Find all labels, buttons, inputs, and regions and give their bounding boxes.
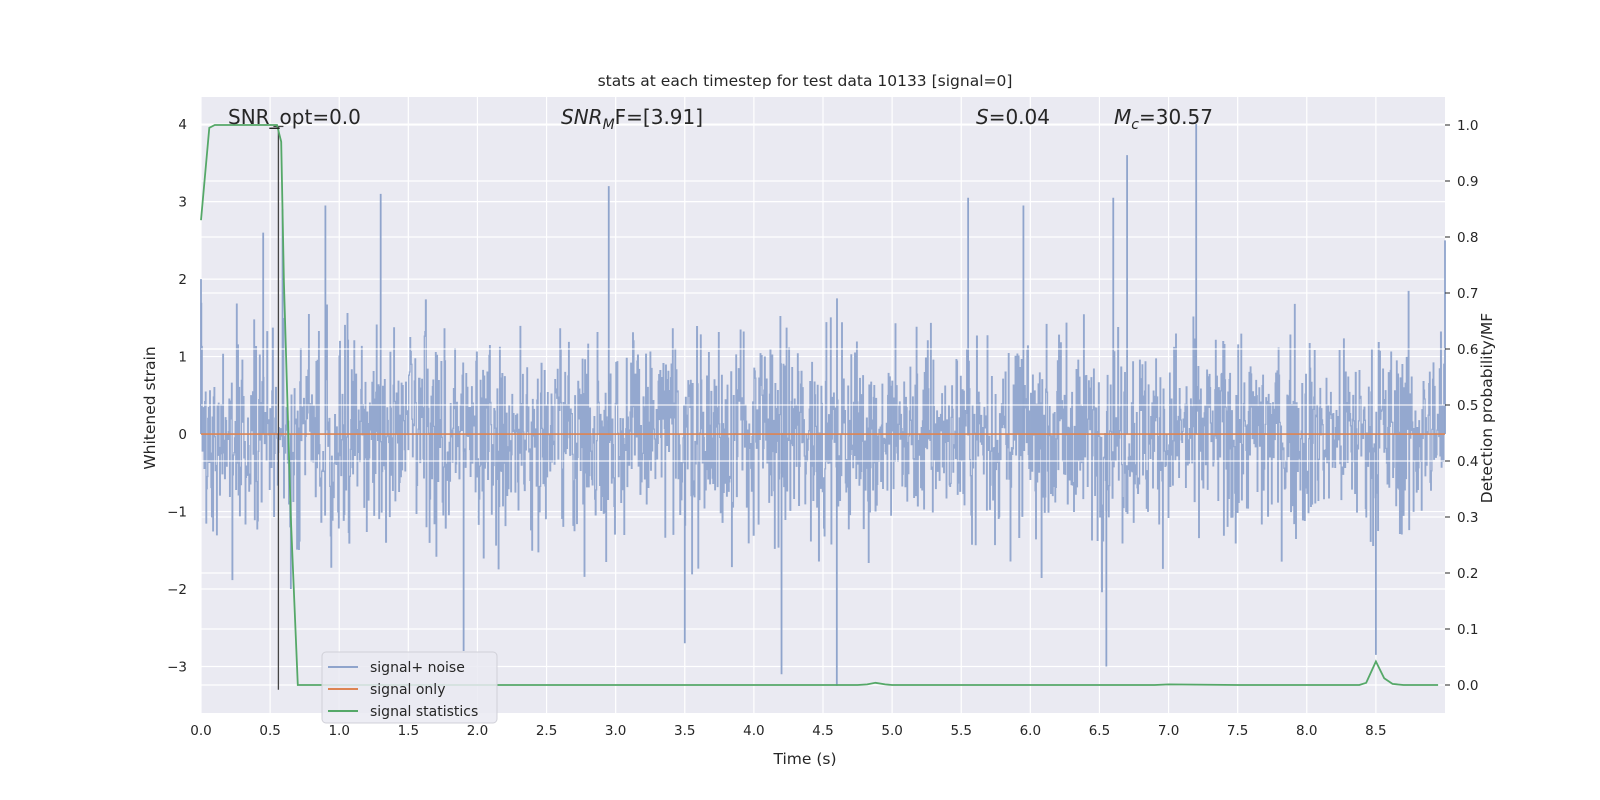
x-tick-label: 5.0 xyxy=(881,723,902,739)
x-tick-label: 3.0 xyxy=(605,723,626,739)
mc-value: =30.57 xyxy=(1139,105,1213,129)
y-right-tick-label: 0.4 xyxy=(1457,454,1478,470)
y-right-tick-labels: 0.0 0.1 0.2 0.3 0.4 0.5 0.6 0.7 0.8 0.9 1.0 xyxy=(1445,118,1478,694)
mc-sub: c xyxy=(1131,117,1139,133)
signal-noise-series xyxy=(200,124,1446,686)
x-tick-label: 8.0 xyxy=(1296,723,1317,739)
legend-box xyxy=(321,651,498,724)
series-lines xyxy=(200,124,1445,690)
y-left-axis-label: Whitened strain xyxy=(141,346,159,469)
x-tick-label: 4.5 xyxy=(812,723,833,739)
y-left-tick-labels: −3 −2 −1 0 1 2 3 4 xyxy=(167,117,187,675)
y-right-tick-label: 0.5 xyxy=(1457,398,1478,414)
y-right-tick-label: 0.6 xyxy=(1457,342,1478,358)
snr-mf-base: SNR xyxy=(561,105,603,129)
snr-mf-sub: M xyxy=(603,117,615,133)
y-left-tick-label: −2 xyxy=(167,582,187,598)
y-left-tick-label: 2 xyxy=(178,272,187,288)
chart-title: stats at each timestep for test data 101… xyxy=(598,72,1013,90)
y-left-tick-label: 0 xyxy=(178,427,187,443)
y-right-tick-label: 0.7 xyxy=(1457,286,1478,302)
y-right-tick-label: 0.2 xyxy=(1457,566,1478,582)
y-left-tick-label: 4 xyxy=(178,117,187,133)
x-axis-label: Time (s) xyxy=(772,750,836,768)
annotation-snr-opt: SNR_opt=0.0 xyxy=(228,105,361,129)
y-left-tick-label: −3 xyxy=(167,660,187,676)
x-tick-label: 2.5 xyxy=(536,723,557,739)
x-tick-label: 2.0 xyxy=(467,723,488,739)
legend-label: signal+ noise xyxy=(370,660,465,676)
y-right-tick-label: 0.3 xyxy=(1457,510,1478,526)
y-right-tick-label: 0.1 xyxy=(1457,622,1478,638)
legend: signal+ noise signal only signal statistic… xyxy=(321,651,498,724)
x-tick-label: 7.5 xyxy=(1227,723,1248,739)
y-right-tick-label: 0.0 xyxy=(1457,678,1478,694)
x-tick-labels: 0.0 0.5 1.0 1.5 2.0 2.5 3.0 3.5 4.0 4.5 5.0 5.5 6.0 6… xyxy=(190,723,1386,739)
annotation-snr-mf: SNRMF=[3.91] xyxy=(561,105,703,133)
y-right-axis-label: Detection probability/MF xyxy=(1478,313,1496,504)
y-right-tick-label: 0.9 xyxy=(1457,174,1478,190)
x-tick-label: 4.0 xyxy=(743,723,764,739)
noise-trace xyxy=(200,290,1446,593)
legend-label: signal only xyxy=(370,682,445,698)
x-tick-label: 1.0 xyxy=(328,723,349,739)
legend-label: signal statistics xyxy=(370,704,478,720)
x-tick-label: 1.5 xyxy=(398,723,419,739)
x-tick-label: 6.5 xyxy=(1089,723,1110,739)
snr-mf-rest: F=[3.91] xyxy=(615,105,703,129)
x-tick-label: 0.5 xyxy=(259,723,280,739)
s-value: =0.04 xyxy=(989,105,1050,129)
annotation-mc: Mc=30.57 xyxy=(1114,105,1213,133)
horizontal-gridlines-over xyxy=(201,348,1445,462)
annotation-s: S=0.04 xyxy=(976,105,1050,129)
x-tick-label: 6.0 xyxy=(1020,723,1041,739)
x-tick-label: 3.5 xyxy=(674,723,695,739)
x-tick-label: 5.5 xyxy=(950,723,971,739)
mc-base: M xyxy=(1114,105,1131,129)
y-right-tick-label: 1.0 xyxy=(1457,118,1478,134)
y-left-tick-label: −1 xyxy=(167,505,187,521)
y-right-tick-label: 0.8 xyxy=(1457,230,1478,246)
y-left-tick-label: 1 xyxy=(178,350,187,366)
x-tick-label: 8.5 xyxy=(1365,723,1386,739)
x-tick-label: 0.0 xyxy=(190,723,211,739)
signal-statistics-line xyxy=(200,124,1439,686)
y-left-tick-label: 3 xyxy=(178,195,187,211)
s-label: S xyxy=(976,105,989,129)
x-tick-label: 7.0 xyxy=(1158,723,1179,739)
